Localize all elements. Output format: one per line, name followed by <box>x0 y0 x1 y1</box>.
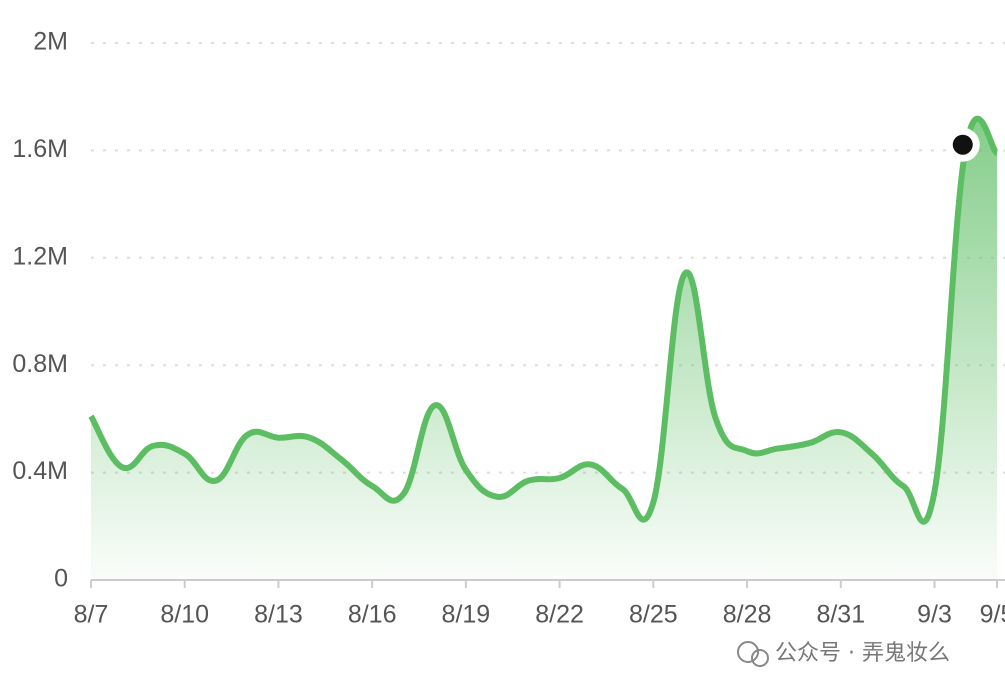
x-tick-label: 8/31 <box>816 601 865 629</box>
watermark-text: 公众号 · 弄鬼妆么 <box>775 641 950 666</box>
y-tick-label: 0 <box>54 565 68 593</box>
line <box>88 115 1000 525</box>
x-tick-label: 8/16 <box>348 601 397 629</box>
x-tick-label: 8/25 <box>629 601 678 629</box>
x-tick-label: 9/3 <box>917 601 952 629</box>
y-tick-label: 1.6M <box>12 135 68 163</box>
y-tick-label: 2M <box>33 28 68 56</box>
y-tick-label: 1.2M <box>12 242 68 270</box>
y-tick-label: 0.8M <box>12 350 68 378</box>
x-tick-label: 8/10 <box>160 601 209 629</box>
watermark: 公众号 · 弄鬼妆么 <box>737 641 950 667</box>
x-tick-label: 8/28 <box>723 601 772 629</box>
x-tick-label: 9/5 <box>980 601 1005 629</box>
area <box>91 118 997 580</box>
x-tick-label: 8/19 <box>442 601 491 629</box>
highlight-point <box>952 134 973 155</box>
y-tick-label: 0.4M <box>12 457 68 485</box>
x-tick-label: 8/7 <box>74 601 109 629</box>
x-tick-label: 8/13 <box>254 601 303 629</box>
x-tick-label: 8/22 <box>535 601 584 629</box>
